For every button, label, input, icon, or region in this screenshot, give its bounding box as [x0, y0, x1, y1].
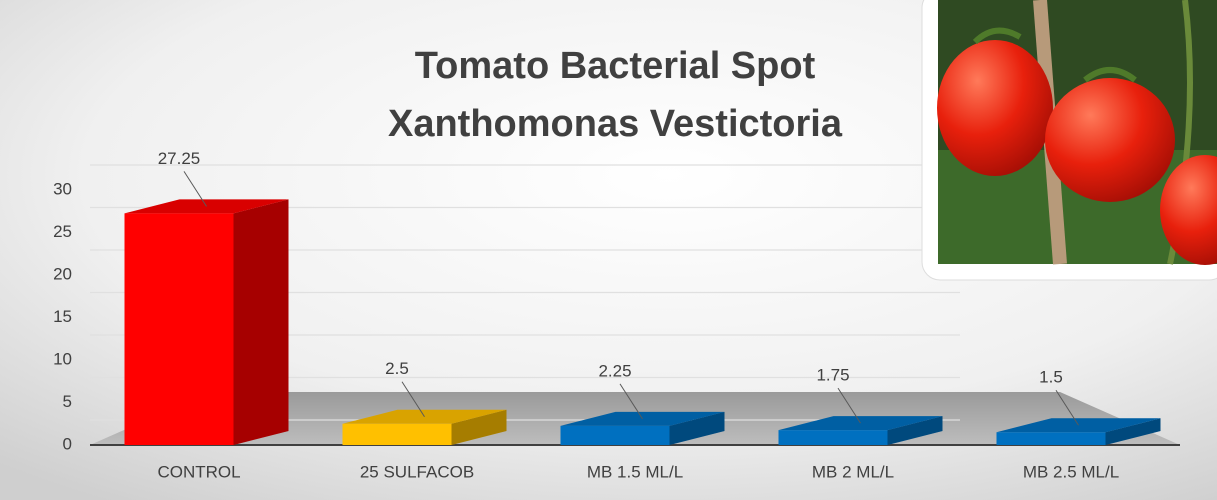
bar-side-shade — [234, 199, 289, 445]
value-label: 27.25 — [158, 149, 201, 168]
bar — [125, 213, 234, 445]
bar — [997, 432, 1106, 445]
y-tick-label: 5 — [63, 392, 72, 411]
x-tick-label: CONTROL — [157, 462, 240, 481]
value-label: 1.5 — [1039, 368, 1063, 387]
photo — [922, 0, 1217, 280]
value-label: 2.5 — [385, 359, 409, 378]
y-tick-label: 20 — [53, 264, 72, 283]
y-tick-label: 25 — [53, 222, 72, 241]
y-tick-label: 15 — [53, 307, 72, 326]
chart: 0 5 10 15 20 25 30 CONTROL 27.25 25 SULFACOB 2.5 MB… — [0, 0, 1217, 500]
x-tick-label: MB 1.5 ML/L — [587, 462, 683, 481]
x-tick-label: MB 2.5 ML/L — [1023, 462, 1119, 481]
y-tick-label: 10 — [53, 349, 72, 368]
chart-subtitle: Xanthomonas Vestictoria — [388, 103, 843, 145]
value-label: 2.25 — [598, 361, 631, 380]
chart-title: Tomato Bacterial Spot — [415, 45, 816, 87]
bar — [561, 426, 670, 445]
x-tick-label: 25 SULFACOB — [360, 462, 474, 481]
y-tick-label: 30 — [53, 179, 72, 198]
bar — [343, 424, 452, 445]
value-label: 1.75 — [816, 366, 849, 385]
bar — [779, 430, 888, 445]
y-tick-label: 0 — [63, 434, 72, 453]
x-tick-label: MB 2 ML/L — [812, 462, 894, 481]
